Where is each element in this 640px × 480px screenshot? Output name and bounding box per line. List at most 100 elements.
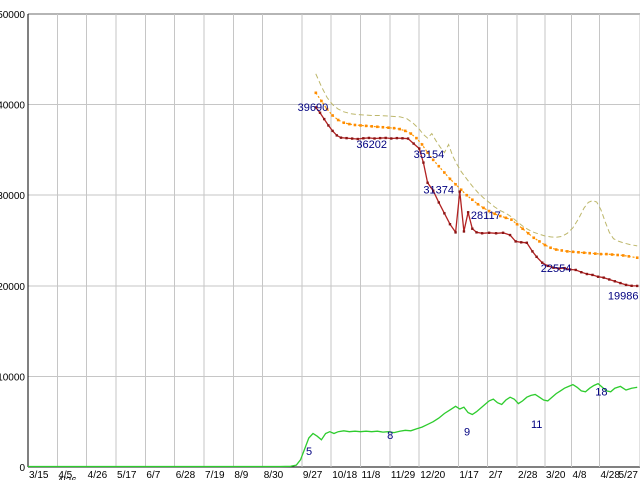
lowest-price-line-marker bbox=[557, 267, 561, 270]
value-annotation: 22554 bbox=[541, 263, 572, 275]
x-tick-label: 1/17 bbox=[459, 470, 479, 480]
lowest-price-line-marker bbox=[327, 124, 330, 127]
lowest-price-line-marker bbox=[373, 137, 376, 140]
x-tick-label: 10/18 bbox=[332, 470, 357, 480]
middle-dashed-line-marker bbox=[348, 122, 351, 126]
value-annotation: 19986 bbox=[608, 290, 639, 302]
middle-dashed-line-marker bbox=[459, 188, 463, 192]
middle-dashed-line-marker bbox=[415, 136, 418, 140]
middle-dashed-line-marker bbox=[635, 256, 639, 260]
lowest-price-line-marker bbox=[636, 284, 639, 288]
lowest-price-line-marker bbox=[630, 284, 633, 287]
lowest-price-line-marker bbox=[480, 232, 484, 235]
lowest-price-line-marker bbox=[378, 136, 382, 140]
x-tick-label: 6/28 bbox=[176, 470, 196, 480]
middle-dashed-line-marker bbox=[588, 251, 591, 255]
value-annotation: 39690 bbox=[298, 102, 329, 114]
middle-dashed-line-marker bbox=[392, 126, 396, 130]
lowest-price-line-marker bbox=[412, 142, 415, 145]
x-tick-label: 3/15 bbox=[29, 470, 49, 480]
middle-dashed-line-marker bbox=[610, 253, 614, 256]
lowest-price-line-marker bbox=[339, 136, 343, 139]
value-annotation: 35154 bbox=[414, 149, 445, 161]
value-annotation: 9 bbox=[464, 426, 470, 438]
value-annotation: 8 bbox=[387, 430, 393, 442]
middle-dashed-line-marker bbox=[353, 123, 357, 127]
x-tick-label: 2/7 bbox=[489, 470, 503, 480]
lowest-price-line-marker bbox=[494, 232, 498, 235]
lowest-price-line-marker bbox=[331, 129, 334, 133]
middle-dashed-line-marker bbox=[515, 222, 519, 226]
lowest-price-line-marker bbox=[350, 137, 354, 140]
lowest-price-line-marker bbox=[591, 273, 594, 277]
middle-dashed-line-marker bbox=[403, 129, 407, 133]
lowest-price-line-marker bbox=[314, 106, 318, 109]
middle-dashed-line-marker bbox=[549, 246, 552, 250]
middle-dashed-line-marker bbox=[364, 124, 368, 128]
lowest-price-line-marker bbox=[585, 272, 589, 276]
x-tick-label: 7/19 bbox=[205, 470, 225, 480]
lowest-price-line-marker bbox=[384, 136, 387, 140]
lowest-price-line-marker bbox=[418, 147, 421, 150]
lowest-price-line-marker bbox=[602, 276, 605, 279]
middle-dashed-line-marker bbox=[314, 91, 318, 95]
middle-dashed-line-marker bbox=[521, 227, 524, 231]
value-annotation: 5 bbox=[306, 446, 312, 458]
x-tick-label: 12/20 bbox=[420, 470, 445, 480]
x-tick-label: 2/28 bbox=[518, 470, 538, 480]
lowest-price-line-marker bbox=[525, 241, 529, 244]
middle-dashed-line-marker bbox=[465, 193, 469, 197]
middle-dashed-line-marker bbox=[599, 252, 603, 256]
x-tick-label: 11/8 bbox=[362, 470, 381, 480]
lowest-price-line-marker bbox=[335, 134, 338, 137]
lowest-price-line-marker bbox=[501, 231, 505, 234]
lowest-price-line-marker bbox=[546, 264, 549, 268]
middle-dashed-line-marker bbox=[526, 231, 530, 235]
middle-dashed-line-marker bbox=[554, 248, 558, 251]
middle-dashed-line-marker bbox=[532, 236, 536, 240]
lowest-price-line-marker bbox=[475, 231, 478, 234]
x-tick-label: 4/5 bbox=[58, 470, 72, 480]
lowest-price-line-marker bbox=[323, 117, 326, 121]
x-tick-label: 6/7 bbox=[146, 470, 160, 480]
middle-dashed-line-marker bbox=[493, 212, 496, 216]
lowest-price-line-marker bbox=[401, 137, 404, 140]
lowest-price-line-marker bbox=[613, 280, 617, 283]
y-tick-label: 10000 bbox=[0, 372, 25, 383]
middle-dashed-line-marker bbox=[571, 250, 575, 254]
middle-dashed-line-marker bbox=[387, 126, 390, 130]
lowest-price-line-marker bbox=[552, 266, 555, 269]
lowest-price-line-marker bbox=[448, 222, 452, 226]
middle-dashed-line-marker bbox=[426, 151, 429, 154]
middle-dashed-line-marker bbox=[431, 158, 435, 162]
lowest-price-line-marker bbox=[462, 230, 466, 233]
middle-dashed-line-marker bbox=[510, 218, 513, 221]
lowest-price-line-marker bbox=[443, 212, 446, 215]
lowest-price-line-marker bbox=[580, 271, 583, 274]
middle-dashed-line-marker bbox=[627, 255, 631, 258]
value-annotation: 31374 bbox=[423, 184, 454, 196]
lowest-price-line-marker bbox=[540, 261, 544, 264]
x-tick-label: 5/17 bbox=[117, 470, 137, 480]
count-line bbox=[28, 382, 638, 468]
middle-dashed-line-marker bbox=[498, 214, 502, 218]
lowest-price-line-marker bbox=[390, 137, 393, 140]
value-annotation: 36202 bbox=[356, 139, 387, 151]
middle-dashed-line-marker bbox=[616, 253, 619, 257]
middle-dashed-line-marker bbox=[593, 252, 597, 255]
middle-dashed-line-marker bbox=[454, 183, 457, 186]
lowest-price-line-marker bbox=[345, 136, 348, 140]
lowest-price-line-marker bbox=[437, 201, 440, 204]
middle-dashed-line-marker bbox=[577, 250, 580, 254]
x-tick-label: 8/30 bbox=[264, 470, 284, 480]
lowest-price-line-marker bbox=[422, 161, 425, 164]
lowest-price-line-marker bbox=[395, 136, 399, 140]
lowest-price-line-marker bbox=[563, 266, 566, 270]
lowest-price-line-marker bbox=[514, 240, 517, 243]
lowest-price-line-marker bbox=[466, 211, 470, 214]
lowest-price-line-marker bbox=[367, 136, 371, 140]
middle-dashed-line-marker bbox=[370, 125, 374, 128]
middle-dashed-line-marker bbox=[560, 249, 564, 252]
